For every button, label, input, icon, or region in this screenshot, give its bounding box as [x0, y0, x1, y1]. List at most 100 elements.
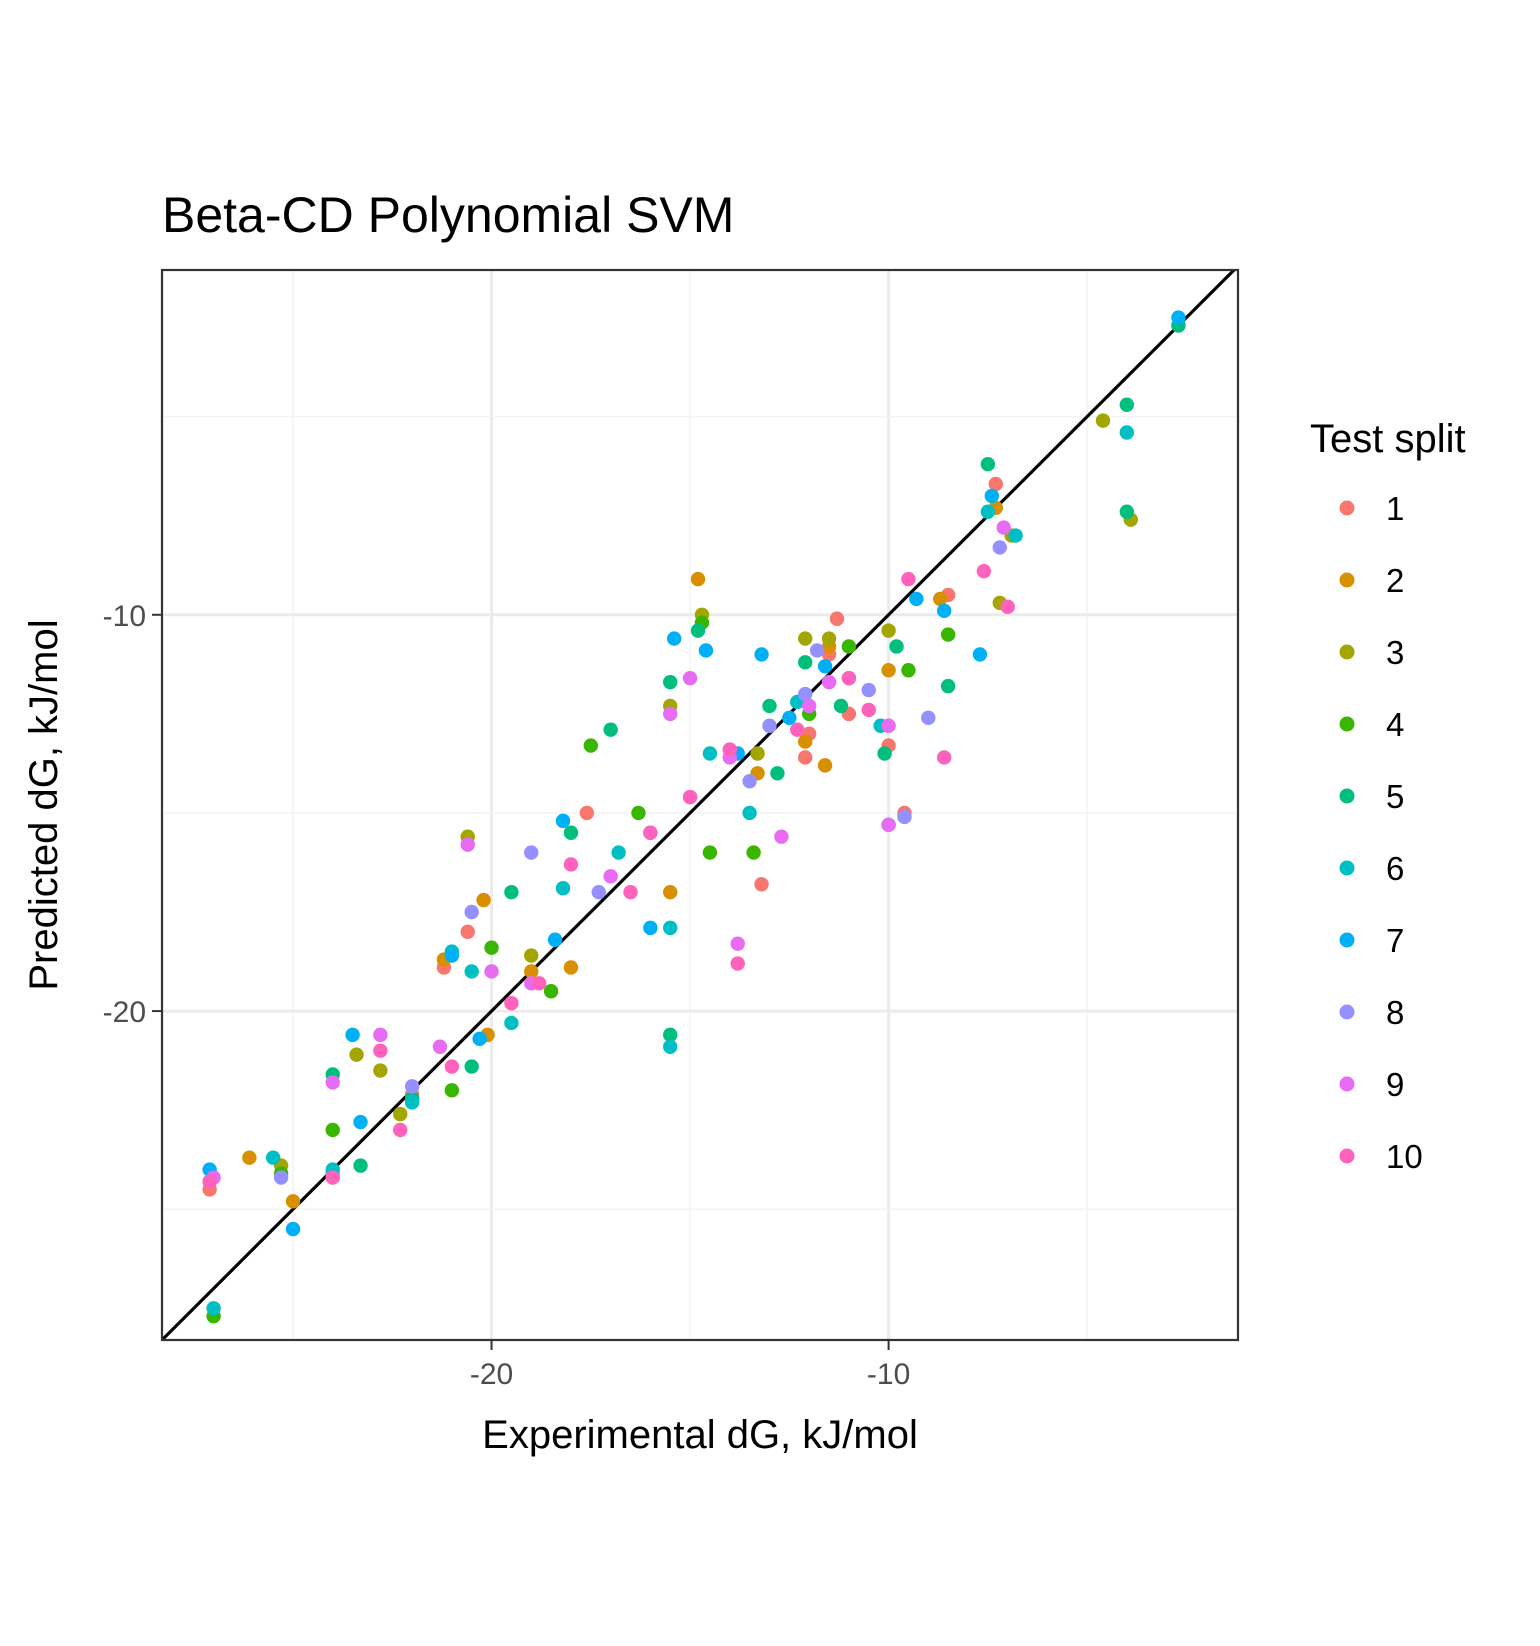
- data-point-split-10: [682, 789, 698, 805]
- data-point-split-10: [444, 1059, 460, 1074]
- data-point-split-5: [770, 766, 785, 781]
- data-point-split-6: [742, 805, 757, 821]
- data-point-split-1: [754, 877, 769, 892]
- data-point-split-4: [325, 1122, 340, 1138]
- data-point-split-3: [393, 1106, 408, 1122]
- legend-label-split-6: 6: [1386, 850, 1404, 887]
- data-point-split-10: [202, 1174, 217, 1189]
- data-point-split-1: [460, 924, 475, 940]
- data-points: [202, 310, 1186, 1324]
- data-point-split-9: [801, 698, 817, 714]
- data-point-split-8: [897, 809, 912, 825]
- data-point-split-7: [444, 948, 460, 963]
- legend-label-split-4: 4: [1386, 706, 1404, 743]
- data-point-split-2: [817, 758, 833, 773]
- data-point-split-2: [563, 960, 579, 975]
- data-point-split-4: [702, 845, 718, 860]
- data-point-split-6: [265, 1150, 281, 1165]
- data-point-split-9: [730, 936, 745, 951]
- data-point-split-8: [809, 643, 825, 658]
- data-point-split-5: [980, 456, 996, 472]
- data-point-split-5: [940, 678, 956, 694]
- data-point-split-10: [1000, 599, 1015, 615]
- y-tick-label: -20: [103, 996, 146, 1029]
- data-point-split-5: [603, 722, 618, 737]
- data-point-split-5: [1119, 397, 1135, 412]
- data-point-split-4: [631, 805, 646, 821]
- data-point-split-7: [984, 488, 1000, 504]
- data-point-split-4: [901, 663, 916, 678]
- data-point-split-9: [682, 670, 698, 686]
- data-point-split-3: [1095, 413, 1111, 428]
- legend-label-split-9: 9: [1386, 1066, 1404, 1103]
- grid-lines: [162, 270, 1238, 1340]
- data-point-split-7: [472, 1031, 487, 1047]
- legend: Test split 1 2 3 4 5 6 7 8 9 10: [1310, 417, 1466, 1175]
- data-point-split-10: [504, 995, 519, 1011]
- data-point-split-3: [373, 1063, 388, 1078]
- data-point-split-6: [1119, 425, 1135, 440]
- data-point-split-9: [663, 706, 678, 722]
- data-point-split-8: [992, 540, 1007, 555]
- data-point-split-9: [996, 520, 1011, 535]
- data-point-split-10: [623, 884, 638, 900]
- data-point-split-6: [980, 504, 996, 519]
- data-point-split-5: [663, 674, 678, 690]
- data-point-split-10: [393, 1122, 408, 1138]
- data-point-split-3: [524, 948, 539, 963]
- data-point-split-10: [841, 670, 857, 686]
- data-point-split-4: [746, 845, 761, 860]
- data-point-split-5: [833, 698, 849, 714]
- legend-label-split-7: 7: [1386, 922, 1404, 959]
- identity-line: [160, 268, 1236, 1342]
- data-point-split-2: [476, 892, 491, 908]
- data-point-split-8: [464, 904, 479, 920]
- data-point-split-6: [206, 1301, 221, 1316]
- data-point-split-10: [861, 702, 876, 718]
- data-point-split-6: [555, 881, 571, 896]
- data-point-split-2: [242, 1150, 257, 1165]
- data-point-split-7: [643, 920, 658, 936]
- data-point-split-9: [821, 674, 837, 690]
- data-point-split-10: [563, 857, 579, 872]
- data-point-split-10: [936, 750, 952, 765]
- data-point-split-10: [976, 563, 992, 579]
- data-point-split-8: [273, 1170, 289, 1185]
- data-point-split-6: [611, 845, 626, 860]
- data-point-split-2: [690, 571, 706, 587]
- legend-key-split-1: [1339, 500, 1355, 516]
- data-point-split-7: [666, 631, 682, 646]
- data-point-split-7: [909, 591, 924, 607]
- data-point-split-3: [798, 631, 813, 646]
- data-point-split-4: [484, 940, 499, 955]
- data-point-split-9: [373, 1027, 388, 1043]
- legend-label-split-5: 5: [1386, 778, 1404, 815]
- data-point-split-6: [663, 920, 678, 936]
- data-point-split-10: [901, 571, 916, 587]
- x-tick-label: -20: [470, 1358, 513, 1391]
- data-point-split-2: [524, 964, 539, 979]
- legend-label-split-8: 8: [1386, 994, 1404, 1031]
- data-point-split-8: [798, 686, 813, 702]
- data-point-split-2: [663, 884, 678, 900]
- data-point-split-7: [1171, 310, 1186, 325]
- chart-title: Beta-CD Polynomial SVM: [162, 187, 734, 243]
- legend-key-split-8: [1339, 1004, 1355, 1020]
- data-point-split-8: [861, 682, 876, 698]
- legend-label-split-3: 3: [1386, 634, 1404, 671]
- data-point-split-8: [921, 710, 936, 726]
- legend-key-split-10: [1339, 1148, 1355, 1164]
- legend-title: Test split: [1310, 417, 1466, 461]
- data-point-split-5: [762, 698, 777, 714]
- data-point-split-10: [722, 742, 737, 757]
- data-point-split-5: [798, 655, 813, 670]
- data-point-split-9: [432, 1039, 448, 1054]
- legend-key-split-4: [1339, 716, 1355, 732]
- data-point-split-8: [762, 718, 777, 733]
- data-point-split-3: [881, 623, 896, 638]
- data-point-split-1: [798, 750, 813, 765]
- legend-key-split-3: [1339, 644, 1355, 660]
- data-point-split-4: [841, 639, 857, 654]
- data-point-split-9: [484, 964, 499, 979]
